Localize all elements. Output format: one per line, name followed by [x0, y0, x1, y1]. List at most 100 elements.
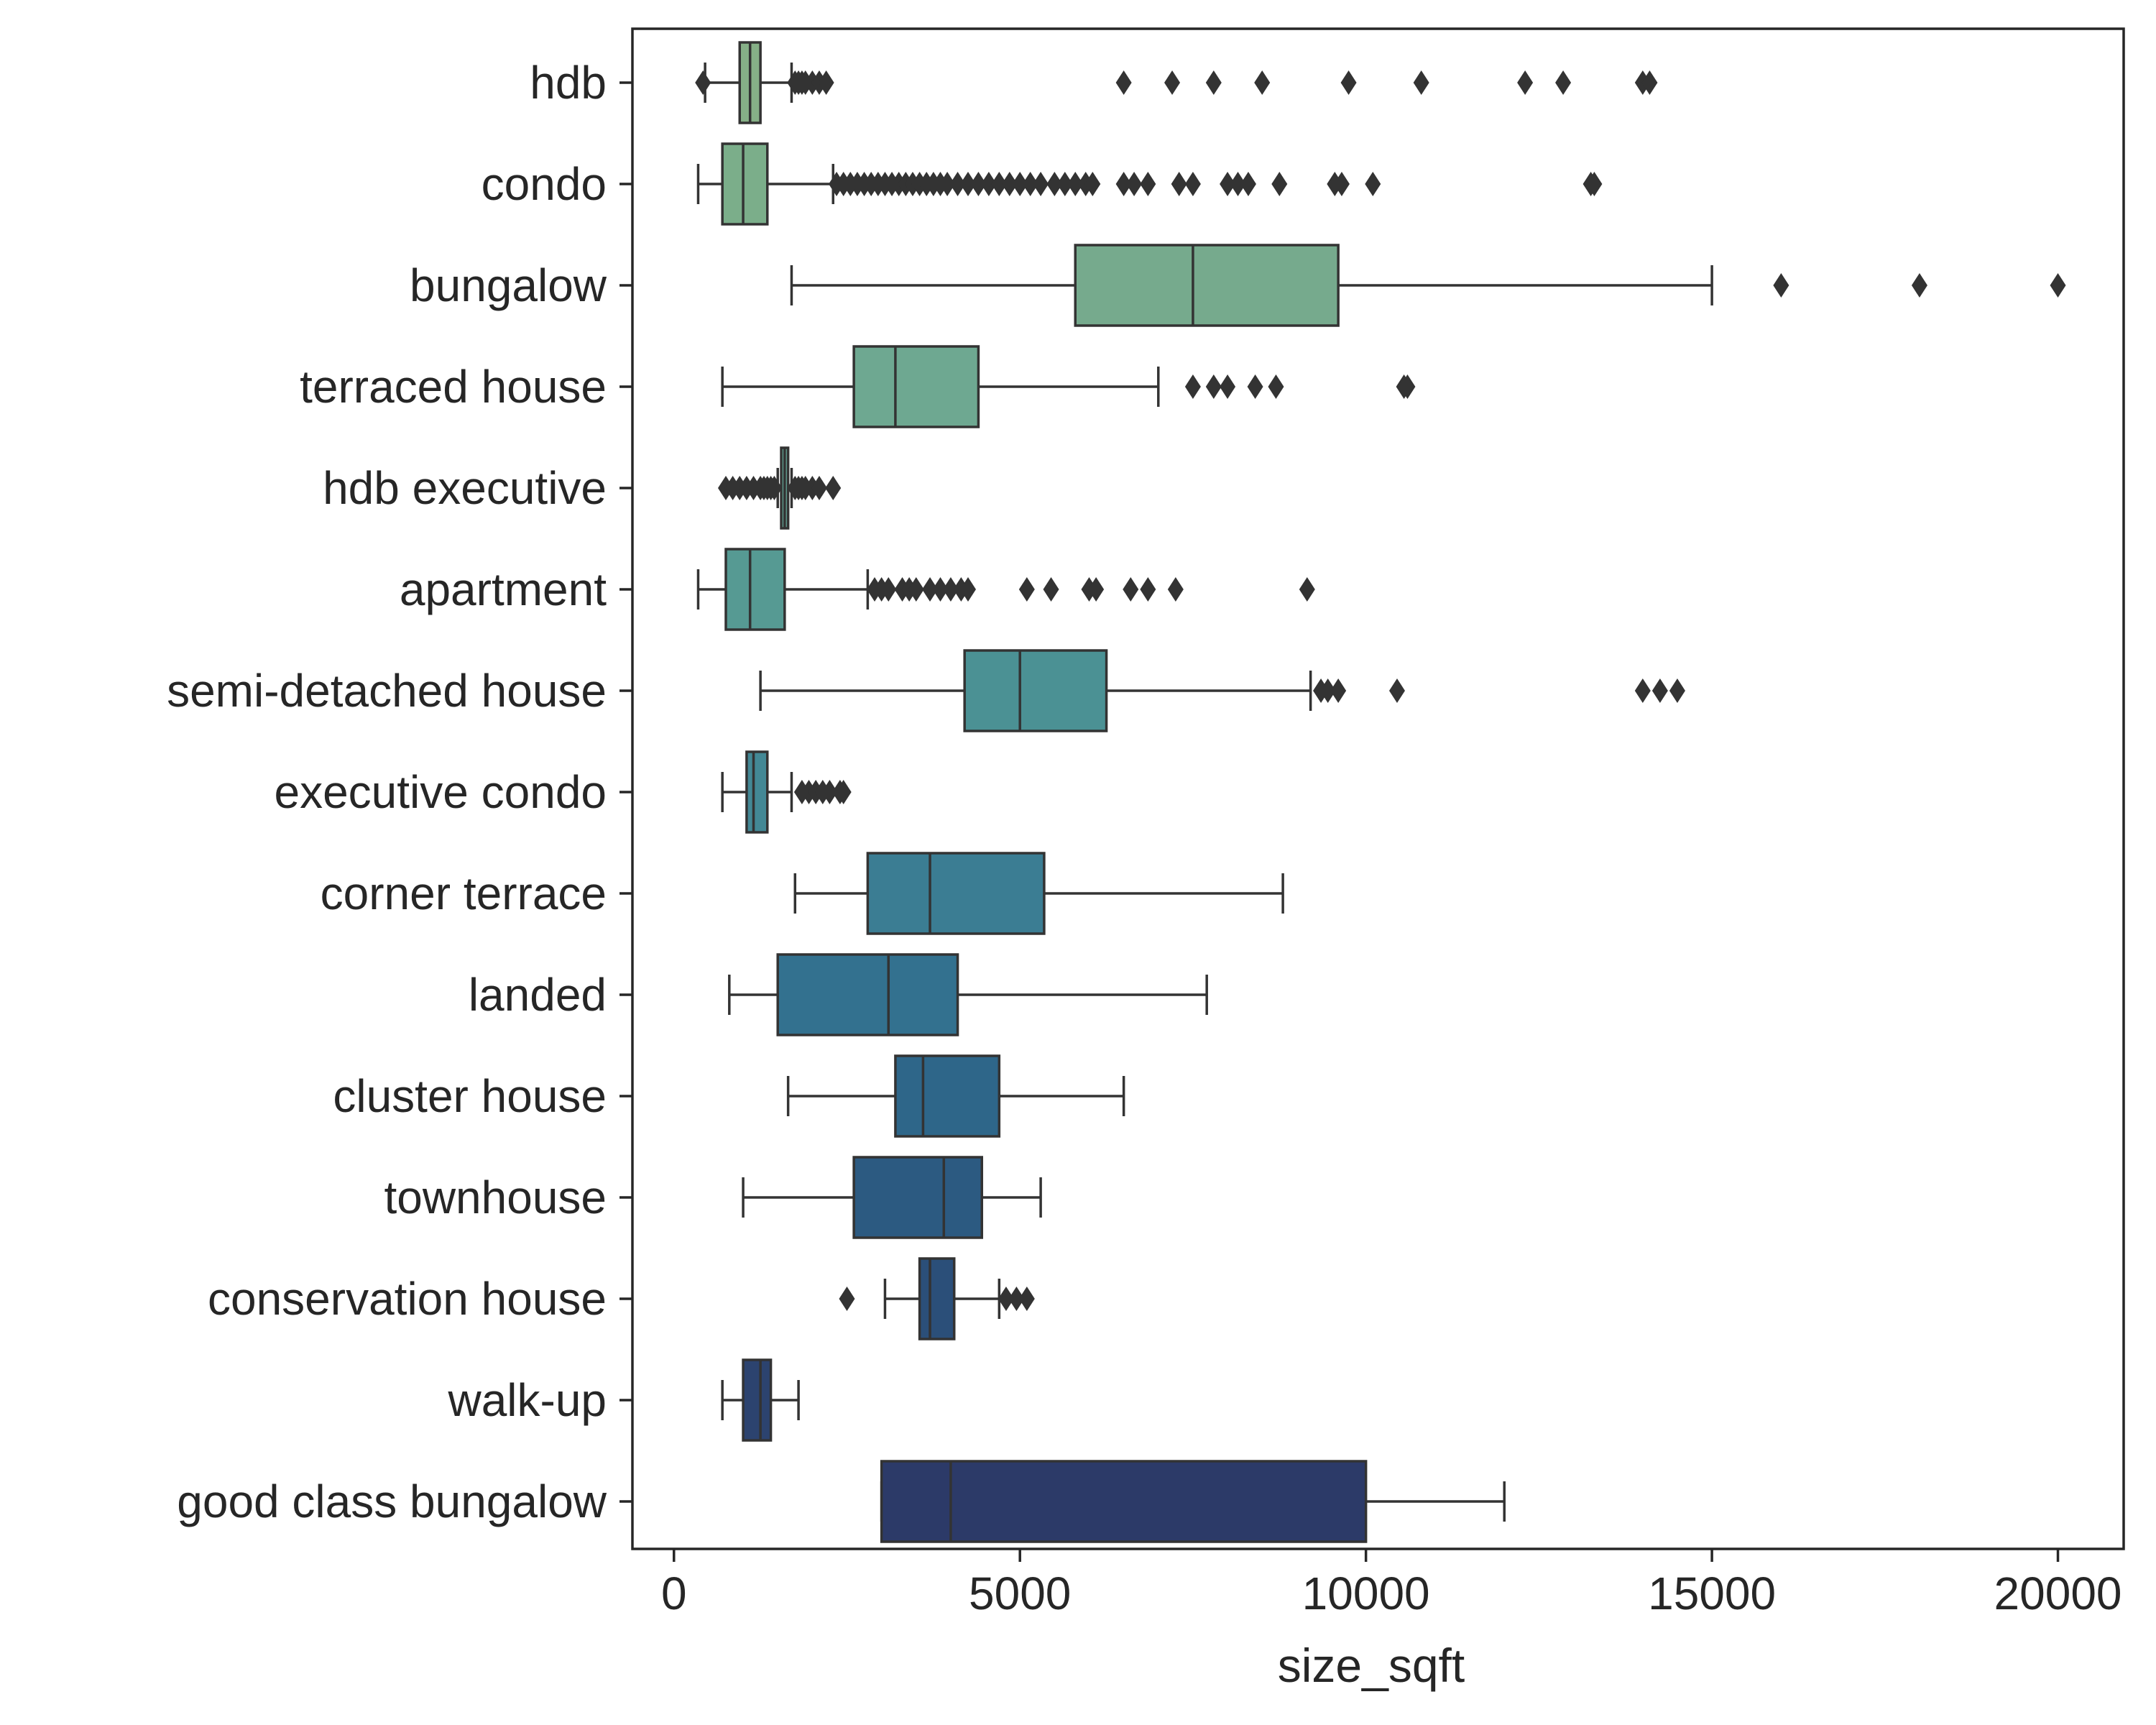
outlier-marker — [1167, 577, 1184, 602]
outlier-marker — [939, 172, 956, 196]
y-tick-label: corner terrace — [321, 868, 607, 919]
outlier-marker — [1641, 70, 1658, 95]
outlier-marker — [1088, 577, 1105, 602]
y-tick-label: apartment — [400, 564, 607, 615]
outlier-marker — [1220, 374, 1236, 399]
outlier-marker — [1271, 172, 1288, 196]
outlier-marker — [1115, 172, 1132, 196]
outlier-marker — [1340, 70, 1357, 95]
y-tick-label: conservation house — [208, 1273, 607, 1325]
y-tick-label: bungalow — [410, 259, 607, 311]
outlier-marker — [1254, 70, 1271, 95]
outlier-marker — [959, 577, 976, 602]
outlier-marker — [1388, 678, 1405, 703]
outlier-marker — [1001, 172, 1018, 196]
x-axis-title: size_sqft — [1278, 1639, 1465, 1692]
outlier-marker — [991, 172, 1008, 196]
box-group — [728, 953, 1208, 1036]
box-group — [839, 1257, 1035, 1340]
box-group — [721, 1358, 800, 1442]
outlier-marker — [880, 577, 897, 602]
outlier-marker — [1067, 172, 1084, 196]
box-iqr — [1074, 244, 1340, 327]
box-group — [880, 1460, 1506, 1543]
y-tick-label: terraced house — [300, 361, 607, 413]
x-axis: 0 5000 10000 15000 20000 — [661, 1549, 2122, 1619]
outlier-marker — [970, 172, 987, 196]
outlier-marker — [1365, 172, 1381, 196]
outlier-marker — [959, 172, 976, 196]
outlier-marker — [1008, 1287, 1025, 1311]
y-tick-label: hdb — [530, 57, 607, 109]
box-group — [790, 244, 2066, 327]
box-group — [721, 345, 1416, 428]
outlier-marker — [1205, 70, 1222, 95]
outlier-marker — [1333, 172, 1350, 196]
outlier-marker — [1184, 172, 1201, 196]
outlier-marker — [1043, 577, 1059, 602]
outlier-marker — [908, 577, 924, 602]
outlier-marker — [1240, 172, 1256, 196]
outlier-marker — [1220, 172, 1236, 196]
outlier-marker — [825, 476, 842, 500]
plot-area — [695, 41, 2066, 1543]
outlier-marker — [1084, 172, 1101, 196]
box-group — [759, 649, 1685, 732]
outlier-marker — [1773, 273, 1789, 298]
outlier-marker — [949, 172, 966, 196]
y-axis: hdb condo bungalow terraced house hdb execut… — [167, 57, 632, 1527]
outlier-marker — [1413, 70, 1429, 95]
outlier-marker — [695, 70, 711, 95]
box-iqr — [894, 1054, 1001, 1138]
box-iqr — [776, 953, 959, 1036]
plot-frame — [631, 27, 2125, 1550]
outlier-marker — [1022, 172, 1038, 196]
box-iqr — [724, 548, 786, 631]
y-tick-label: semi-detached house — [167, 665, 607, 717]
outlier-marker — [1184, 374, 1201, 399]
outlier-marker — [835, 780, 852, 804]
box-group — [786, 1054, 1125, 1138]
outlier-marker — [818, 70, 834, 95]
y-tick-label: executive condo — [274, 766, 607, 818]
outlier-marker — [1012, 172, 1028, 196]
box-iqr — [745, 750, 769, 834]
outlier-marker — [1268, 374, 1284, 399]
outlier-marker — [1319, 678, 1336, 703]
outlier-marker — [1046, 172, 1063, 196]
outlier-marker — [1018, 1287, 1035, 1311]
outlier-marker — [980, 172, 997, 196]
outlier-marker — [839, 1287, 855, 1311]
outlier-marker — [1634, 678, 1651, 703]
outlier-marker — [1140, 172, 1156, 196]
box-group — [793, 852, 1284, 935]
x-tick-label: 5000 — [969, 1568, 1071, 1619]
box-group — [696, 142, 1603, 226]
outlier-marker — [1669, 678, 1685, 703]
box-iqr — [866, 852, 1046, 935]
box-group — [721, 750, 852, 834]
outlier-marker — [821, 780, 838, 804]
outlier-marker — [1555, 70, 1572, 95]
outlier-marker — [766, 476, 783, 500]
outlier-marker — [1140, 577, 1156, 602]
box-group — [695, 41, 1658, 124]
outlier-marker — [1056, 172, 1073, 196]
x-tick-label: 20000 — [1994, 1568, 2122, 1619]
y-tick-label: walk-up — [447, 1374, 607, 1426]
outlier-marker — [1126, 172, 1143, 196]
outlier-marker — [811, 476, 827, 500]
box-iqr — [721, 142, 769, 226]
x-tick-label: 0 — [661, 1568, 687, 1619]
outlier-marker — [1033, 172, 1049, 196]
outlier-marker — [1247, 374, 1263, 399]
y-tick-label: cluster house — [333, 1070, 607, 1122]
y-tick-label: condo — [482, 158, 607, 210]
box-iqr — [742, 1358, 773, 1442]
outlier-marker — [1164, 70, 1181, 95]
x-tick-label: 10000 — [1302, 1568, 1430, 1619]
outlier-marker — [998, 1287, 1014, 1311]
outlier-marker — [1330, 678, 1347, 703]
outlier-marker — [1586, 172, 1603, 196]
